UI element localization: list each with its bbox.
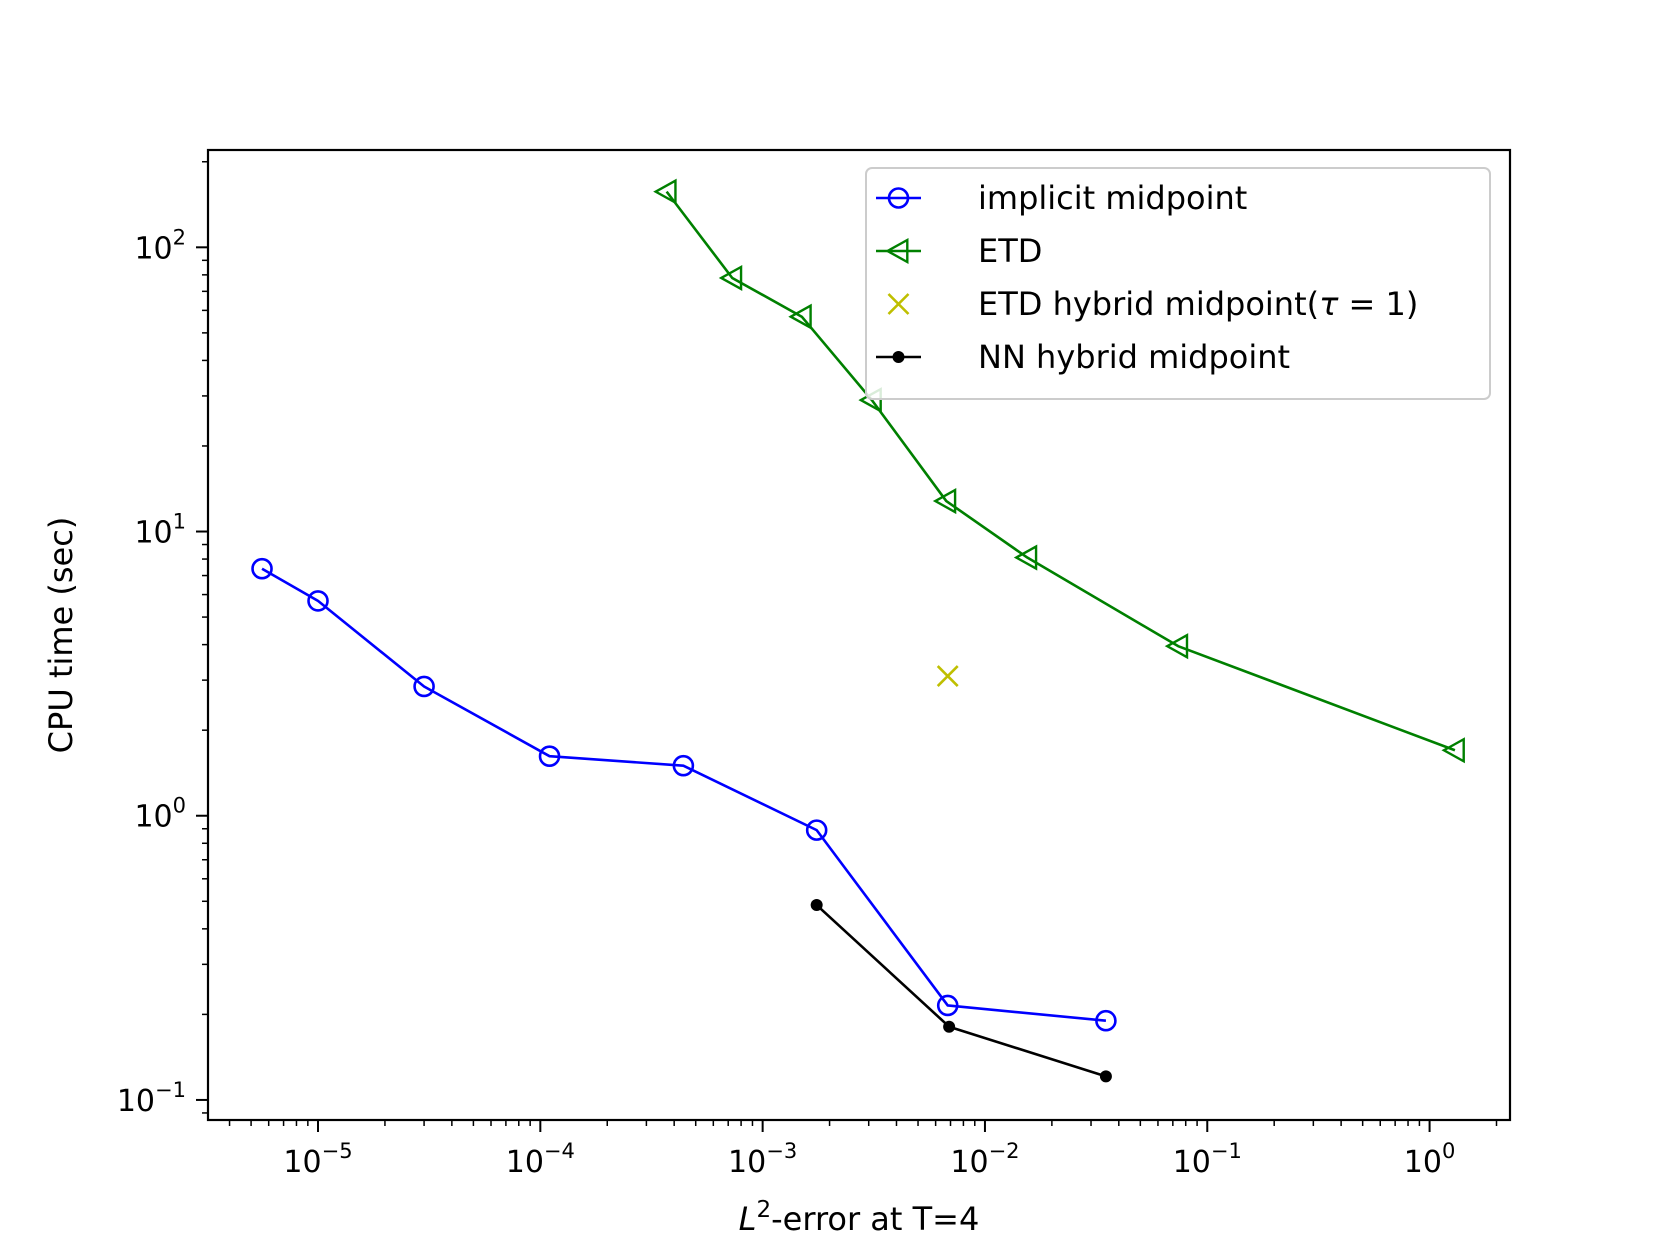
data-point [805, 819, 828, 841]
legend-marker [885, 237, 909, 265]
data-point [936, 665, 959, 688]
series-0 [251, 557, 1117, 1032]
legend: implicit midpoint ETD ETD hybrid midpoint(… [865, 167, 1491, 400]
data-point [1013, 544, 1038, 571]
x-tick-label: 10−3 [728, 1139, 797, 1180]
data-point [653, 178, 677, 205]
legend-label: ETD [978, 232, 1042, 270]
y-axis-label: CPU time (sec) [42, 517, 80, 754]
y-tick-label: 10−1 [117, 1078, 186, 1119]
y-tick-label: 102 [134, 225, 186, 266]
series-2 [936, 665, 959, 688]
legend-label: implicit midpoint [978, 179, 1247, 217]
plot-series [251, 178, 1465, 1083]
series-line [261, 567, 1107, 1023]
data-point [251, 557, 273, 580]
data-point [943, 1020, 956, 1033]
x-tick-label: 10−1 [1173, 1139, 1242, 1180]
x-tick-labels: 10−5 10−4 10−3 10−2 10−1 100 [283, 1139, 1455, 1180]
y-tick-label: 100 [134, 794, 186, 835]
x-axis-label-rest: -error at T=4 [771, 1200, 979, 1238]
data-point [307, 590, 329, 612]
data-point [1164, 633, 1189, 660]
x-tick-label: 10−5 [283, 1139, 352, 1180]
y-tick-label: 101 [134, 510, 186, 551]
x-axis-label-l: L [739, 1200, 757, 1238]
plot-frame [206, 148, 1512, 1122]
x-tick-label: 100 [1404, 1139, 1456, 1180]
legend-entry: implicit midpoint [876, 179, 1247, 217]
data-point [932, 488, 957, 515]
data-point [936, 994, 959, 1017]
x-tick-label: 10−2 [950, 1139, 1019, 1180]
data-point [538, 745, 561, 767]
series-line [665, 190, 1456, 752]
data-point [1095, 1009, 1117, 1032]
data-point [672, 754, 695, 777]
legend-entry: ETD [876, 232, 1042, 270]
data-point [788, 303, 812, 330]
legend-box [865, 167, 1491, 400]
legend-label: NN hybrid midpoint [978, 338, 1290, 376]
x-tick-label: 10−4 [506, 1139, 575, 1180]
legend-entry: ETD hybrid midpoint(τ = 1) [887, 285, 1418, 323]
series-3 [810, 899, 1112, 1083]
data-point [1441, 737, 1465, 764]
data-point [718, 264, 743, 292]
data-point [1099, 1070, 1112, 1083]
data-point [810, 899, 823, 912]
x-axis-label-sup: 2 [756, 1197, 771, 1223]
legend-entry: NN hybrid midpoint [876, 338, 1290, 376]
legend-marker [887, 293, 910, 315]
legend-marker [892, 351, 905, 363]
y-tick-labels: 10−1 100 101 102 [117, 225, 186, 1119]
legend-marker [887, 187, 910, 209]
x-axis-label: L2-error at T=4 [739, 1197, 980, 1238]
series-1 [653, 178, 1465, 764]
data-point [413, 675, 435, 698]
legend-label: ETD hybrid midpoint(τ = 1) [978, 285, 1418, 323]
